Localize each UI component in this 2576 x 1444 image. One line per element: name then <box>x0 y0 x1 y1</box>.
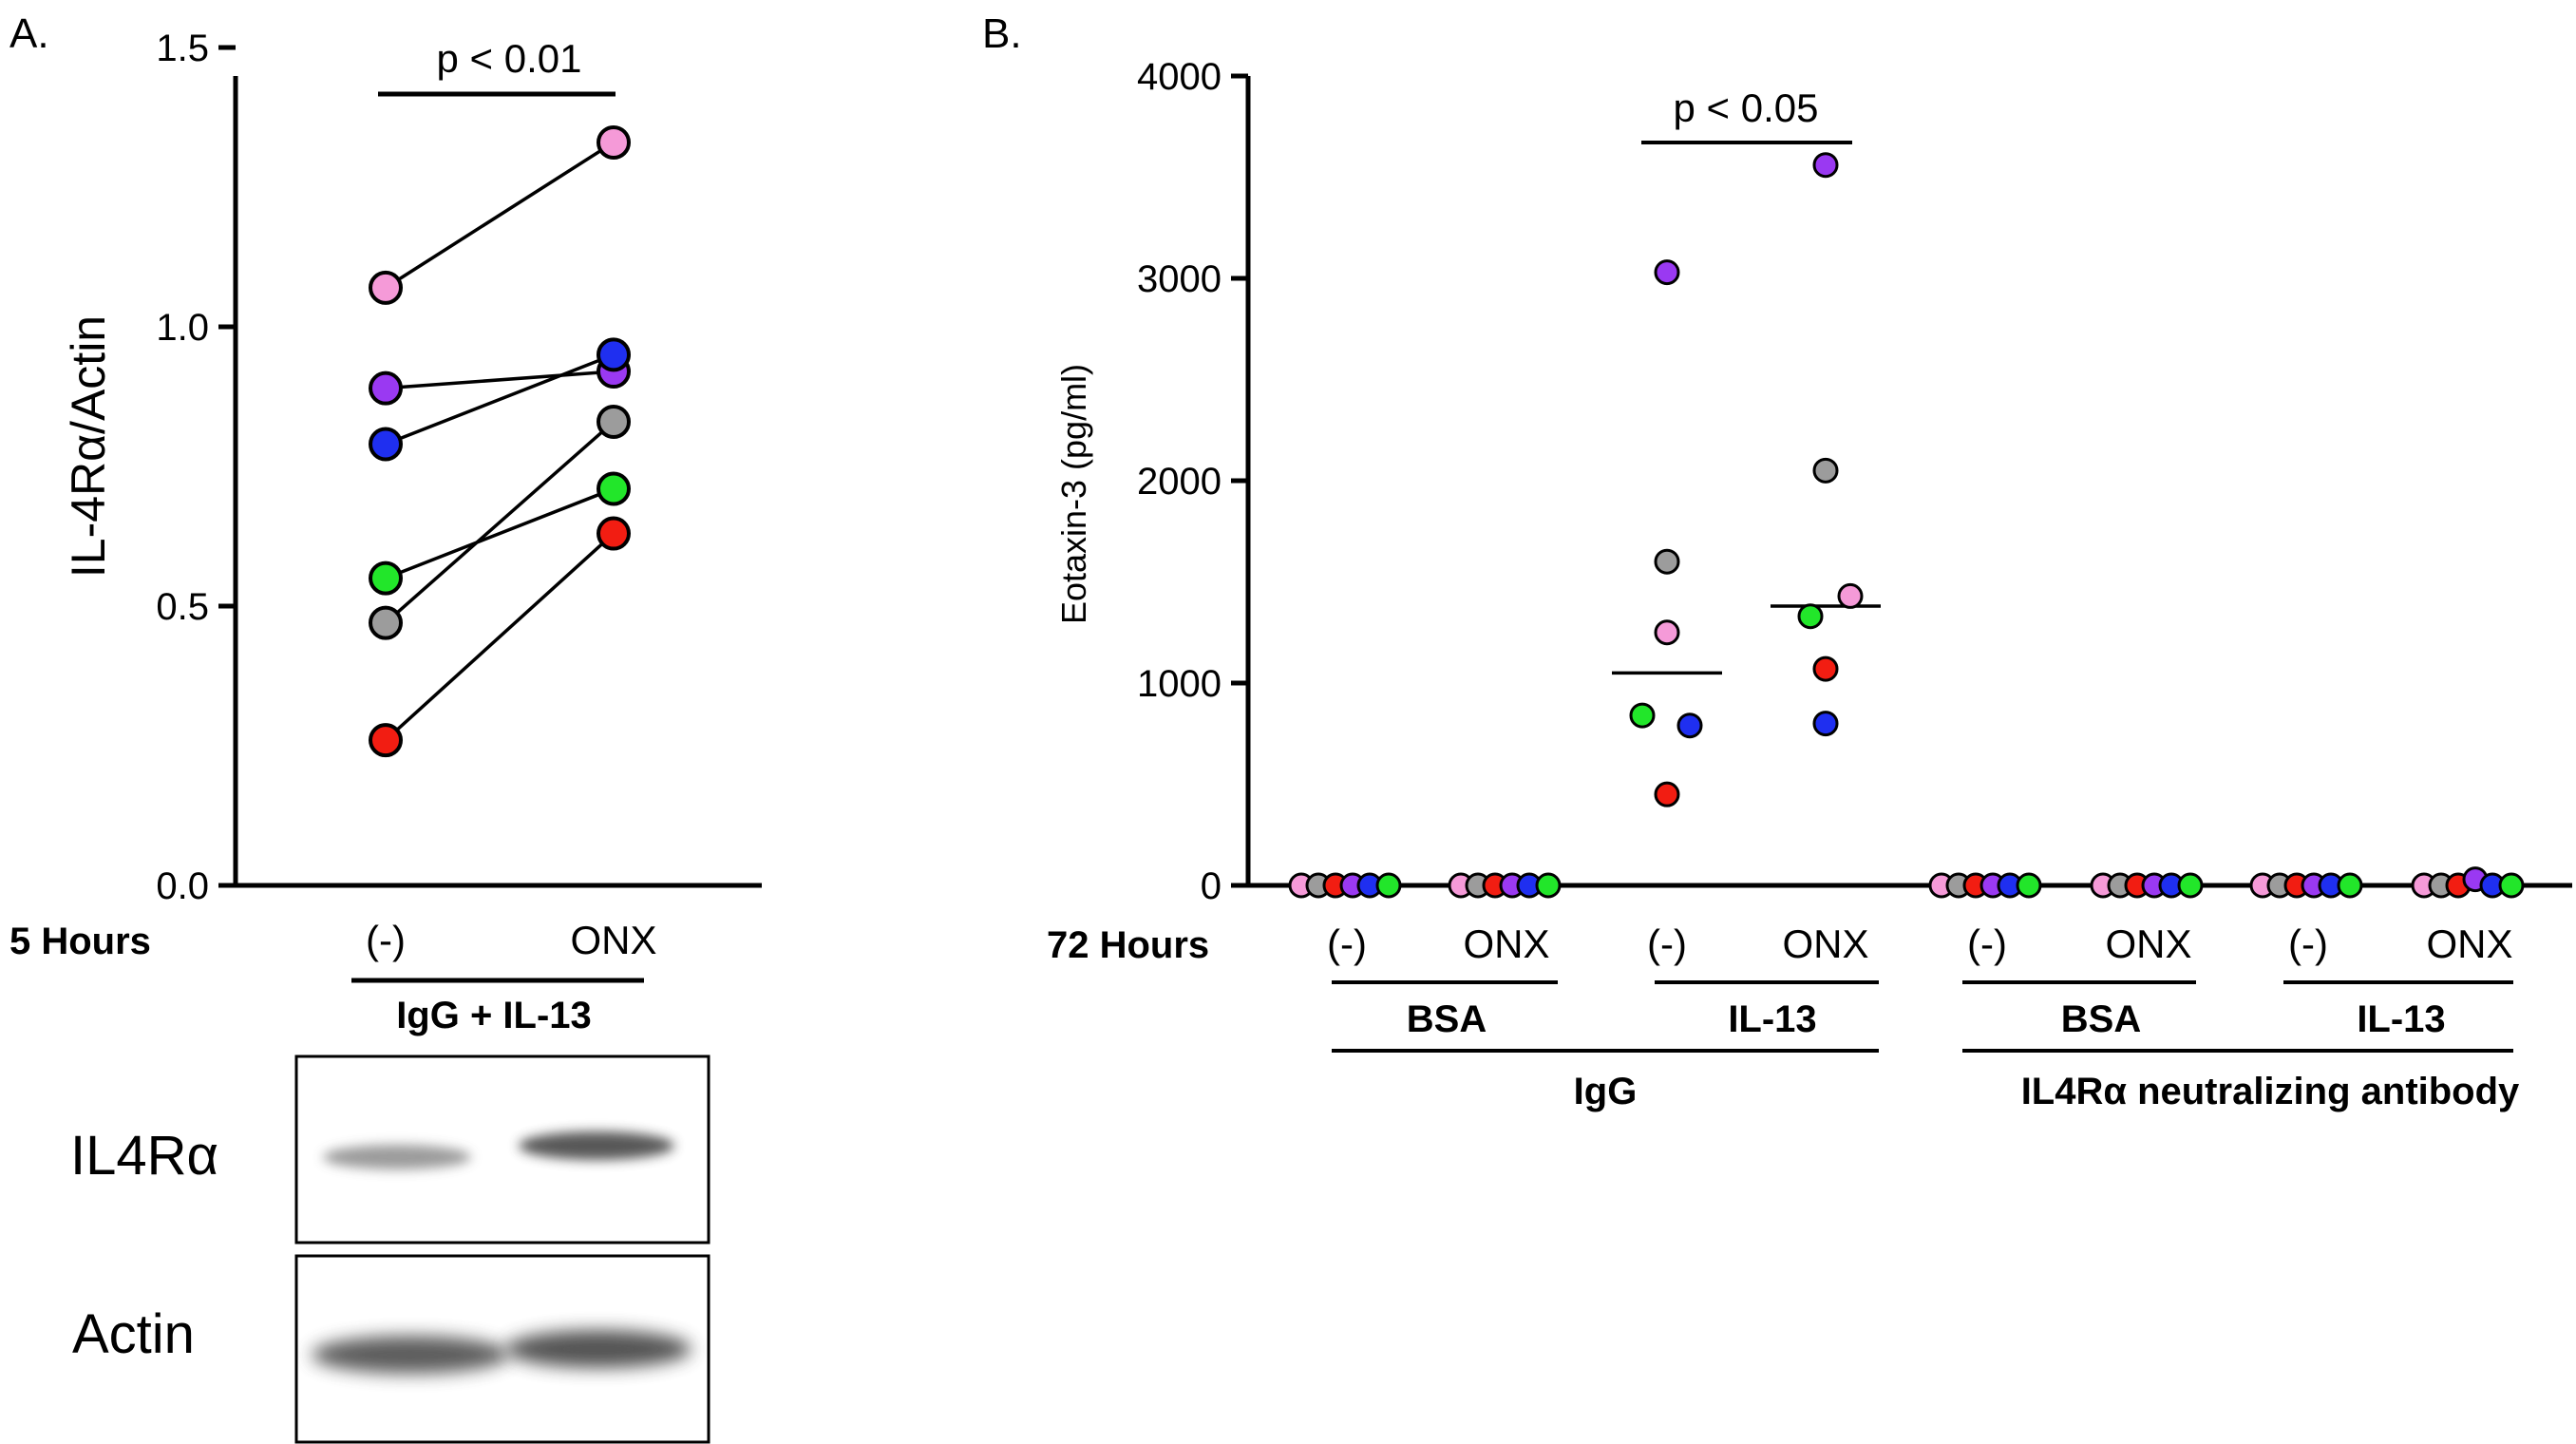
panel-a-label: A. <box>9 10 49 57</box>
paired-line-blue <box>385 352 615 446</box>
panel-b-x-tick-label: (-) <box>2288 922 2328 966</box>
data-point-pink <box>369 270 403 305</box>
panel-b-mean-lines <box>1612 604 1881 675</box>
data-point-green <box>2337 872 2363 899</box>
blot-band-actin-control <box>312 1336 509 1374</box>
panel-b-x-tick-labels: (-) ONX (-) ONX (-) ONX (-) ONX <box>1327 922 2512 966</box>
data-point-gray <box>597 404 631 439</box>
data-point-green <box>1797 603 1824 630</box>
panel-a-y-tick-label: 1.0 <box>156 307 209 349</box>
panel-b-points <box>1288 152 2525 899</box>
data-point-red <box>1812 656 1839 682</box>
data-point-green <box>2498 872 2525 899</box>
treatment-label-bsa: BSA <box>1407 998 1487 1040</box>
paired-line-pink <box>385 141 615 290</box>
panel-b-x-tick-label: (-) <box>1327 922 1367 966</box>
treatment-label-bsa: BSA <box>2061 998 2141 1040</box>
panel-a-group-label: IgG + IL-13 <box>396 995 592 1036</box>
panel-a-y-axis-title: IL-4Rα/Actin <box>62 315 115 578</box>
treatment-label-il13: IL-13 <box>2357 998 2445 1040</box>
panel-b-significance-label: p < 0.05 <box>1674 86 1819 130</box>
data-point-pink <box>1654 619 1680 646</box>
panel-a-y-tick-label: 0.5 <box>156 586 209 628</box>
data-point-red <box>597 516 631 551</box>
panel-a-y-tick-label: 0.0 <box>156 865 209 907</box>
data-point-blue <box>1676 712 1703 739</box>
data-point-purple <box>369 370 403 406</box>
data-point-gray <box>1812 457 1839 484</box>
panel-a: A. IL-4Rα/Actin 0.0 0.5 1.0 1.5 p < 0.01 5 … <box>9 10 762 1444</box>
data-point-red <box>1654 781 1680 808</box>
panel-a-points <box>369 124 631 758</box>
panel-a-time-label: 5 Hours <box>9 921 151 962</box>
blot-band-actin-onx <box>505 1330 691 1368</box>
data-point-purple <box>1812 152 1839 179</box>
blot-label-actin: Actin <box>72 1303 195 1365</box>
blot-band-il4ra-onx <box>519 1131 674 1160</box>
data-point-green <box>597 471 631 506</box>
data-point-gray <box>1654 548 1680 575</box>
data-point-red <box>369 723 403 758</box>
data-point-gray <box>369 605 403 640</box>
panel-b-x-tick-label: ONX <box>1463 922 1549 966</box>
paired-line-green <box>385 486 615 580</box>
data-point-pink <box>597 124 631 160</box>
panel-b-y-tick-label: 1000 <box>1137 663 1222 705</box>
panel-b-y-tick-label: 3000 <box>1137 258 1222 300</box>
antibody-label-neutralizing: IL4Rα neutralizing antibody <box>2021 1071 2520 1112</box>
data-point-green <box>1629 702 1656 729</box>
treatment-label-il13: IL-13 <box>1728 998 1816 1040</box>
data-point-blue <box>369 427 403 462</box>
blot-label-il4ra: IL4Rα <box>70 1125 218 1187</box>
data-point-green <box>2016 872 2042 899</box>
panel-a-lines <box>384 141 616 742</box>
data-point-green <box>1535 872 1562 899</box>
paired-line-red <box>384 532 616 742</box>
panel-b-y-ticks: 0 1000 2000 3000 4000 <box>1137 56 1248 907</box>
panel-a-y-tick-label: 1.5 <box>156 28 209 69</box>
data-point-purple <box>1654 259 1680 286</box>
antibody-label-igg: IgG <box>1574 1071 1638 1112</box>
panel-a-significance-label: p < 0.01 <box>437 36 582 81</box>
panel-b-y-axis-title: Eotaxin-3 (pg/ml) <box>1054 364 1093 624</box>
panel-b: B. Eotaxin-3 (pg/ml) 0 1000 2000 3000 4000 p… <box>982 10 2572 1112</box>
panel-a-x-tick-label: (-) <box>366 918 406 962</box>
panel-b-y-tick-label: 0 <box>1201 865 1222 907</box>
western-blot: IL4Rα Actin <box>70 1054 710 1444</box>
panel-b-label: B. <box>982 10 1022 57</box>
data-point-blue <box>597 337 631 372</box>
panel-b-x-tick-label: ONX <box>2105 922 2191 966</box>
panel-a-x-tick-label: ONX <box>570 918 656 962</box>
data-point-green <box>1375 872 1402 899</box>
panel-b-x-tick-label: ONX <box>1782 922 1868 966</box>
panel-b-y-tick-label: 4000 <box>1137 56 1222 98</box>
data-point-pink <box>1837 582 1864 609</box>
data-point-blue <box>1812 711 1839 737</box>
data-point-green <box>369 560 403 596</box>
data-point-green <box>2177 872 2204 899</box>
panel-b-y-tick-label: 2000 <box>1137 461 1222 503</box>
paired-line-gray <box>384 420 616 624</box>
blot-band-il4ra-control <box>323 1145 471 1169</box>
panel-b-x-tick-label: ONX <box>2426 922 2512 966</box>
panel-b-time-label: 72 Hours <box>1047 924 1209 966</box>
panel-b-x-tick-label: (-) <box>1647 922 1687 966</box>
paired-line-purple <box>385 370 615 390</box>
panel-a-y-ticks: 0.0 0.5 1.0 1.5 <box>156 28 236 907</box>
panel-b-x-tick-label: (-) <box>1967 922 2007 966</box>
